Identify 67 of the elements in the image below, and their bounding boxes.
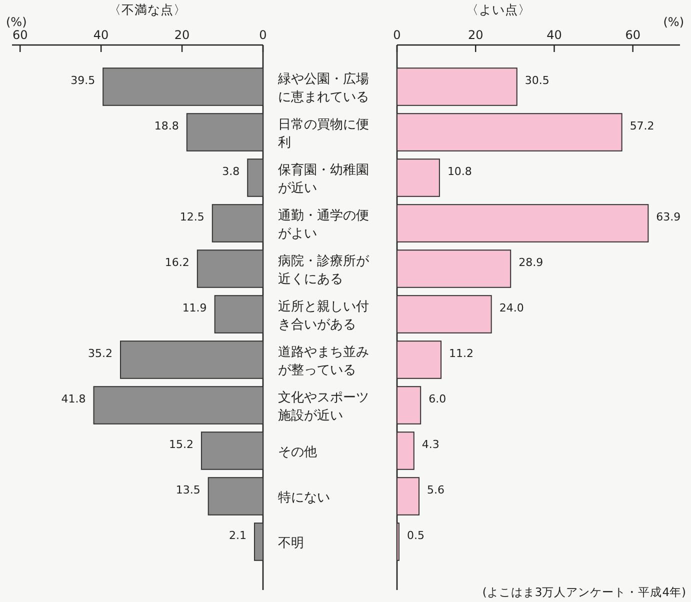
data-label: 30.5 <box>524 74 550 87</box>
bar <box>247 158 264 197</box>
data-label: 11.9 <box>182 301 207 314</box>
data-label: 13.5 <box>176 483 200 496</box>
y-tick-label: 特にない <box>278 490 330 506</box>
data-label: 24.0 <box>499 301 524 314</box>
x-tick-label: 40 <box>93 28 109 42</box>
y-tick-label: 緑や公園・広場に恵まれている <box>277 70 369 105</box>
bar <box>396 158 440 197</box>
data-label: 39.5 <box>70 74 96 87</box>
bar <box>396 295 492 334</box>
y-tick-label: 通勤・通学の便がよい <box>278 208 369 242</box>
chart-title: 〈不満な点〉 <box>108 2 186 17</box>
bar <box>93 386 264 424</box>
data-label: 3.8 <box>222 164 240 178</box>
data-label: 15.2 <box>168 438 194 451</box>
data-label: 11.2 <box>449 346 474 360</box>
bar <box>214 295 264 334</box>
y-tick-label: 不明 <box>278 536 304 551</box>
bar <box>396 386 422 424</box>
y-tick-label: 病院・診療所が近くにある <box>278 254 370 287</box>
data-label: 18.8 <box>154 119 179 132</box>
y-tick-label: 近所と親しい付き合いがある <box>278 299 369 332</box>
data-label: 41.8 <box>61 392 86 406</box>
data-label: 57.2 <box>630 119 654 132</box>
y-tick-label: その他 <box>278 444 317 460</box>
bar <box>212 204 264 242</box>
x-tick-label: 20 <box>468 28 484 42</box>
x-axis-title: (%) <box>6 15 27 29</box>
bar <box>120 340 264 379</box>
x-axis-title: (%) <box>663 15 684 29</box>
data-label: 4.3 <box>422 438 440 451</box>
data-label: 2.1 <box>229 528 246 542</box>
data-label: 12.5 <box>180 210 204 224</box>
data-label: 35.2 <box>88 346 112 360</box>
x-tick-label: 20 <box>174 28 190 42</box>
data-label: 28.9 <box>518 256 544 269</box>
annotation: (よこはま3万人アンケート・平成4年) <box>482 585 686 599</box>
data-label: 63.9 <box>656 210 681 224</box>
y-tick-label: 道路やまち並みが整っている <box>278 344 369 378</box>
bar <box>396 68 518 106</box>
data-label: 5.6 <box>427 483 445 496</box>
data-label: 6.0 <box>428 392 446 406</box>
bar <box>396 113 622 152</box>
x-tick-label: 0 <box>393 28 401 42</box>
x-tick-label: 60 <box>625 28 640 42</box>
bar <box>396 340 442 379</box>
y-tick-label: 保育園・幼稚園が近い <box>278 162 369 196</box>
x-tick-label: 0 <box>259 28 267 42</box>
bar <box>200 432 264 470</box>
chart-title: 〈よい点〉 <box>466 2 531 17</box>
bar <box>102 68 264 106</box>
data-label: 16.2 <box>164 256 190 269</box>
y-tick-label: 文化やスポーツ施設が近い <box>278 390 369 424</box>
bar <box>208 477 264 516</box>
y-tick-label: 日常の買物に便利 <box>278 117 369 150</box>
data-label: 10.8 <box>447 164 472 178</box>
bar <box>186 113 264 152</box>
bar <box>196 250 264 288</box>
bar <box>254 522 264 561</box>
data-label: 0.5 <box>406 528 424 542</box>
bar <box>396 432 414 470</box>
bar <box>396 204 649 242</box>
x-tick-label: 60 <box>12 28 28 42</box>
bar <box>396 250 512 288</box>
x-tick-label: 40 <box>546 28 562 42</box>
bar <box>396 477 420 516</box>
